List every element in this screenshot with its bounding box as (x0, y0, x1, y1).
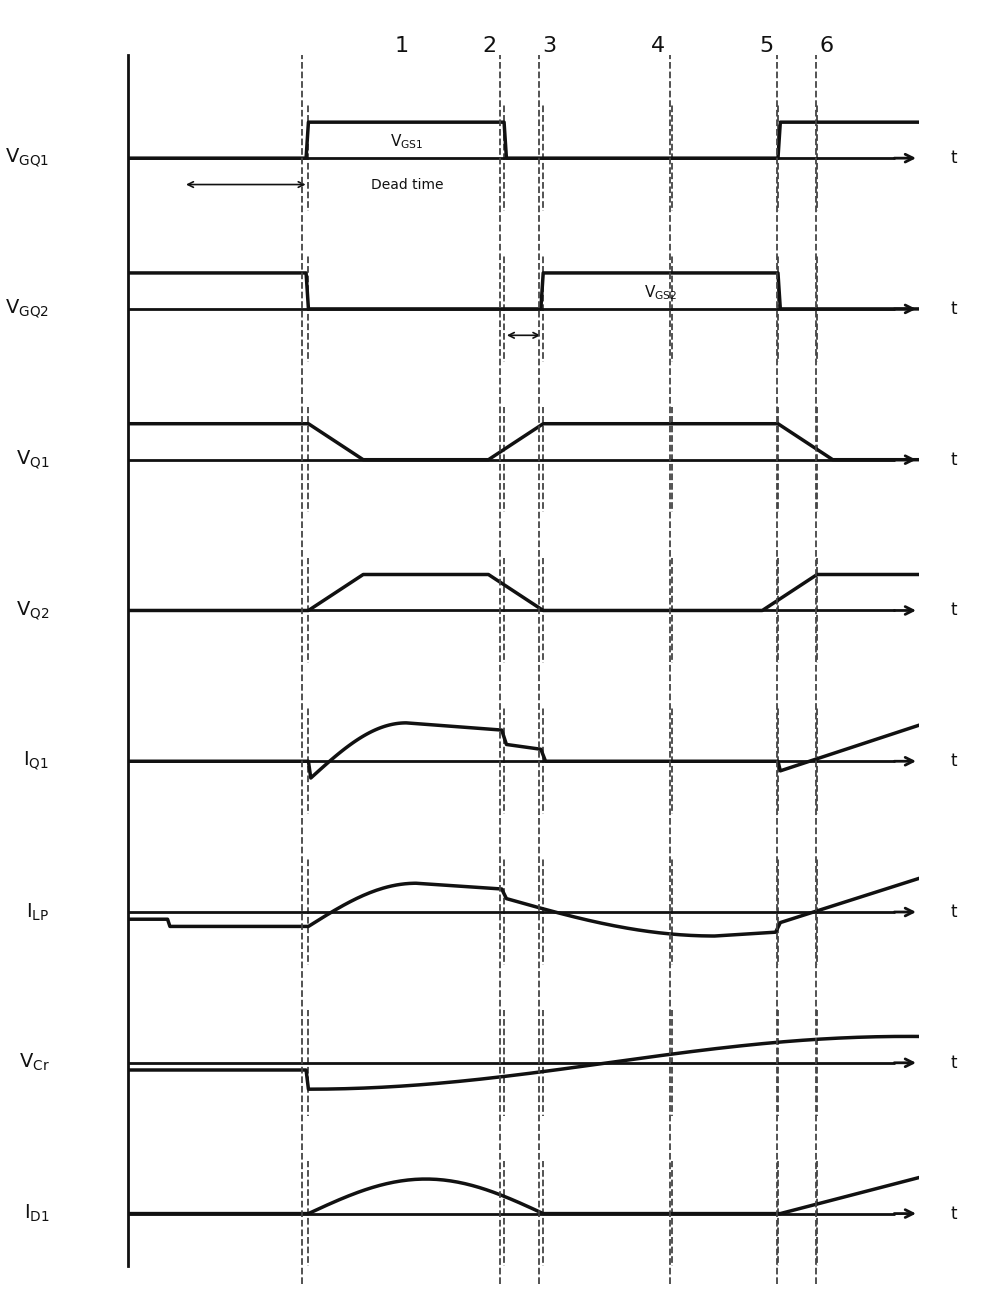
Text: $V_{Q1}$: $V_{Q1}$ (16, 449, 49, 471)
Text: 3: 3 (542, 35, 557, 56)
Text: t: t (950, 752, 956, 771)
Text: $V_{GS1}$: $V_{GS1}$ (389, 133, 423, 151)
Text: $V_{GS2}$: $V_{GS2}$ (644, 283, 677, 303)
Text: t: t (950, 1054, 956, 1072)
Text: 6: 6 (819, 35, 834, 56)
Text: $V_{Cr}$: $V_{Cr}$ (19, 1052, 49, 1073)
Text: Dead time: Dead time (371, 177, 444, 192)
Text: $V_{GQ1}$: $V_{GQ1}$ (5, 147, 49, 170)
Text: $V_{GQ2}$: $V_{GQ2}$ (5, 297, 49, 319)
Text: $V_{Q2}$: $V_{Q2}$ (16, 600, 49, 622)
Text: t: t (950, 904, 956, 921)
Text: t: t (950, 601, 956, 619)
Text: 2: 2 (482, 35, 497, 56)
Text: t: t (950, 300, 956, 318)
Text: 5: 5 (759, 35, 774, 56)
Text: t: t (950, 1205, 956, 1223)
Text: 4: 4 (651, 35, 665, 56)
Text: 1: 1 (394, 35, 408, 56)
Text: $I_{Q1}$: $I_{Q1}$ (24, 750, 49, 772)
Text: t: t (950, 451, 956, 468)
Text: t: t (950, 149, 956, 167)
Text: $I_{LP}$: $I_{LP}$ (26, 901, 49, 923)
Text: $I_{D1}$: $I_{D1}$ (24, 1202, 49, 1224)
